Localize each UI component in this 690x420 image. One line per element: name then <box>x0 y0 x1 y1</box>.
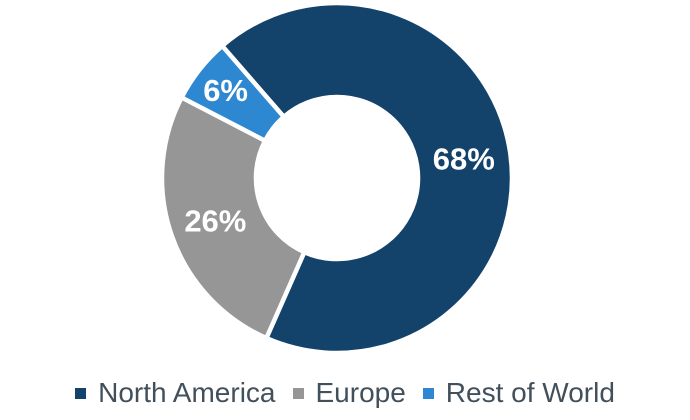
slice-rest-of-world <box>178 42 288 144</box>
legend-label-europe: Europe <box>315 377 406 408</box>
legend-label-rest-of-world: Rest of World <box>445 377 615 408</box>
data-label-rest-of-world: 6% <box>203 73 248 108</box>
legend-marker-north-america-icon <box>75 387 87 399</box>
legend-item-north-america: North America <box>75 377 276 408</box>
data-label-europe: 26% <box>184 203 246 238</box>
legend-item-europe: Europe <box>292 377 406 408</box>
legend-marker-rest-of-world-icon <box>422 387 434 399</box>
chart-legend: North America Europe Rest of World <box>0 373 690 413</box>
slice-europe <box>159 94 308 342</box>
legend-marker-europe-icon <box>292 387 304 399</box>
legend-label-north-america: North America <box>98 377 276 408</box>
data-label-north-america: 68% <box>433 141 495 176</box>
slice-north-america <box>219 0 515 356</box>
legend-item-rest-of-world: Rest of World <box>422 377 615 408</box>
